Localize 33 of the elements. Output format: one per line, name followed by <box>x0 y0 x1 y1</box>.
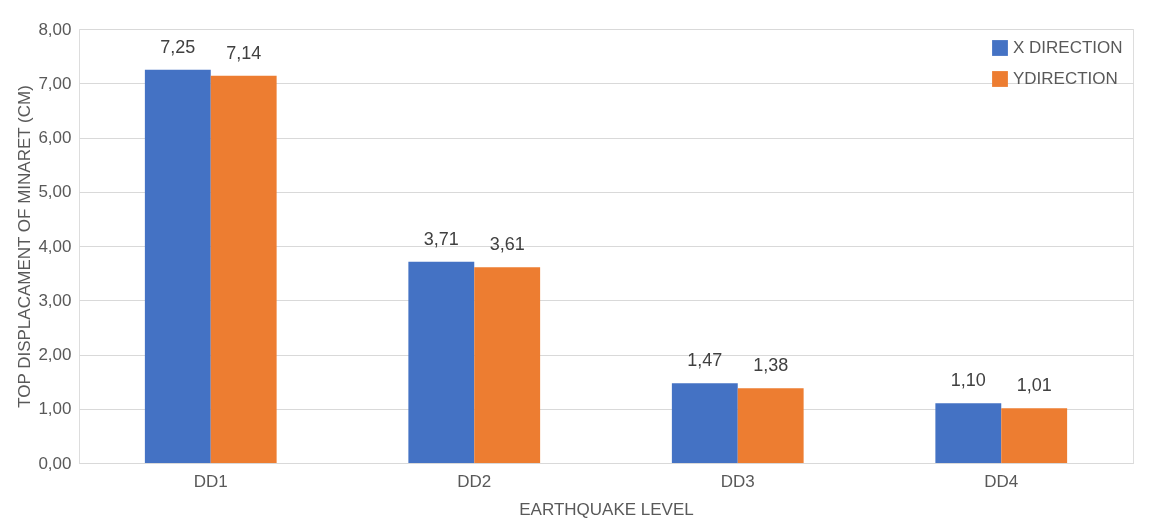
data-label: 1,01 <box>1016 375 1052 396</box>
data-label: 7,14 <box>226 42 262 63</box>
data-label: 3,61 <box>489 234 525 255</box>
y-tick-label: 7,00 <box>38 73 72 93</box>
data-label: 1,10 <box>950 370 986 391</box>
y-axis-title: TOP DISPLACAMENT OF MINARET (CM) <box>15 85 35 408</box>
bar <box>737 388 804 463</box>
bar <box>935 403 1002 463</box>
y-tick-label: 4,00 <box>38 236 72 256</box>
x-tick-label: DD4 <box>984 471 1019 491</box>
data-label: 3,71 <box>423 228 459 249</box>
y-tick-label: 0,00 <box>38 453 72 473</box>
y-tick-label: 5,00 <box>38 182 72 202</box>
y-tick-label: 2,00 <box>38 345 72 364</box>
bar <box>144 69 211 463</box>
bar <box>1001 408 1068 463</box>
data-label: 1,47 <box>687 350 723 371</box>
x-tick-label: DD1 <box>193 471 228 491</box>
legend-label: YDIRECTION <box>1013 69 1118 88</box>
x-tick-label: DD2 <box>457 471 492 491</box>
legend-label: X DIRECTION <box>1013 38 1123 57</box>
y-tick-label: 6,00 <box>38 128 72 147</box>
bar <box>671 383 738 463</box>
bar <box>408 261 475 463</box>
bar <box>210 75 277 463</box>
y-tick-label: 1,00 <box>38 399 72 419</box>
data-label: 7,25 <box>160 36 196 57</box>
x-tick-label: DD3 <box>720 471 755 491</box>
data-label: 1,38 <box>753 355 789 376</box>
bar <box>474 267 541 463</box>
x-axis-title: EARTHQUAKE LEVEL <box>519 499 694 519</box>
y-tick-label: 3,00 <box>38 290 72 310</box>
y-tick-label: 8,00 <box>38 19 72 39</box>
